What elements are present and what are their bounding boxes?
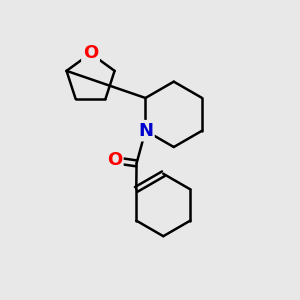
Text: O: O xyxy=(83,44,98,62)
Text: N: N xyxy=(138,122,153,140)
Text: O: O xyxy=(106,152,122,169)
